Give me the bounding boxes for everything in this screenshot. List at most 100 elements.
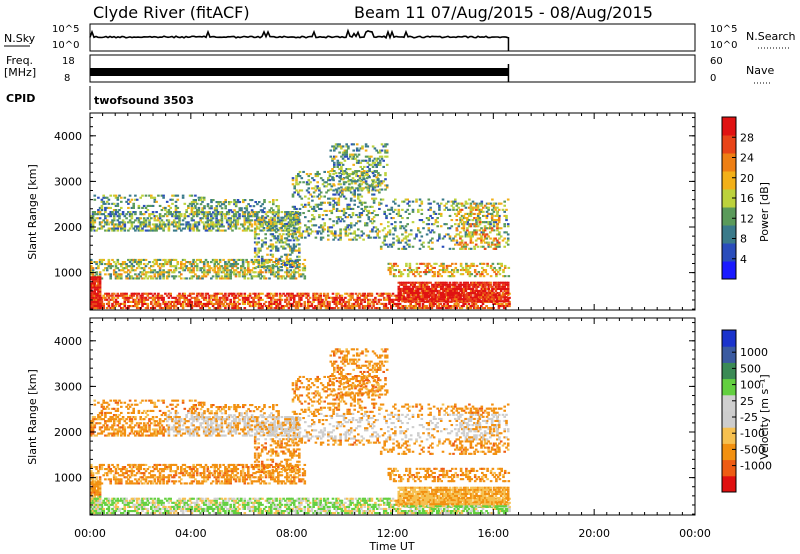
power-cell: [468, 266, 472, 269]
power-cell: [438, 212, 441, 215]
power-cell: [339, 189, 342, 192]
power-cell: [282, 219, 285, 222]
power-cell: [298, 232, 302, 235]
power-cell: [304, 236, 307, 239]
power-cell: [406, 273, 410, 276]
power-cell: [475, 289, 478, 292]
power-cell: [450, 225, 454, 228]
power-cell: [345, 149, 348, 152]
power-cell: [460, 245, 464, 248]
nsearch-label: N.Search: [746, 30, 796, 43]
power-cell: [91, 292, 95, 295]
power-cell: [462, 298, 466, 301]
power-cell: [498, 281, 501, 284]
power-cell: [109, 298, 112, 301]
nave-label: Nave: [746, 64, 774, 77]
power-cell: [437, 305, 441, 308]
power-cell: [232, 302, 236, 305]
power-cell: [257, 222, 260, 225]
power-cell: [425, 296, 429, 299]
power-cell: [153, 217, 157, 220]
power-cell: [285, 273, 289, 276]
power-cell: [259, 209, 263, 212]
power-cell: [112, 225, 116, 228]
power-cell: [231, 221, 234, 224]
power-cell: [285, 215, 289, 218]
power-cell: [467, 214, 471, 217]
power-cell: [181, 294, 185, 297]
power-cell: [243, 292, 247, 295]
power-cell: [446, 305, 449, 308]
power-cell: [257, 233, 260, 236]
power-cell: [332, 203, 335, 206]
power-cell: [247, 298, 250, 301]
power-cell: [387, 225, 390, 228]
power-cell: [361, 298, 365, 301]
power-cell: [505, 231, 508, 234]
power-cell: [438, 235, 441, 238]
power-cell: [497, 219, 501, 222]
power-cell: [232, 261, 236, 264]
power-cell: [319, 195, 323, 198]
power-cell: [280, 277, 284, 280]
power-cell: [210, 221, 213, 224]
power-cell: [498, 231, 501, 234]
power-cell: [220, 203, 224, 206]
power-cell: [464, 294, 468, 297]
power-cell: [404, 285, 408, 288]
power-cell: [363, 294, 367, 297]
power-cell: [401, 300, 404, 303]
power-cell: [245, 229, 248, 232]
power-cell: [487, 202, 490, 205]
power-cell: [183, 277, 187, 280]
power-cell: [105, 267, 109, 270]
power-cell: [455, 285, 459, 288]
power-cell: [217, 302, 220, 305]
power-cell: [439, 281, 443, 284]
power-cell: [217, 307, 220, 310]
power-cell: [111, 213, 114, 216]
power-cell: [231, 263, 234, 266]
power-cell: [425, 223, 429, 226]
power-cell: [150, 275, 153, 278]
power-cell: [352, 180, 355, 183]
power-cell: [448, 305, 451, 308]
power-cell: [204, 302, 208, 305]
power-cell: [201, 261, 204, 264]
power-cell: [270, 227, 273, 230]
power-cell: [260, 222, 264, 225]
power-cell: [153, 307, 157, 310]
power-cell: [502, 271, 505, 274]
power-cell: [176, 294, 180, 297]
power-cell: [344, 302, 347, 305]
power-cell: [97, 280, 100, 283]
power-cell: [100, 263, 104, 266]
power-cell: [367, 234, 371, 237]
power-cell: [454, 300, 457, 303]
power-cell: [171, 265, 174, 268]
power-cell: [461, 223, 464, 226]
power-cell: [225, 273, 229, 276]
power-cell: [490, 243, 494, 246]
power-cell: [481, 266, 484, 269]
power-cell: [427, 241, 431, 244]
power-cell: [139, 225, 142, 228]
power-cell: [132, 206, 135, 209]
power-cell: [367, 302, 370, 305]
nsky-panel: N.Sky 10^5 10^0 10^5 10^0 N.Search: [4, 23, 796, 52]
power-cell: [164, 302, 167, 305]
power-cell: [132, 300, 135, 303]
power-cell: [195, 258, 199, 261]
power-cell: [434, 289, 438, 292]
power-cell: [111, 219, 114, 222]
power-cell: [275, 237, 278, 240]
power-cell: [111, 258, 114, 261]
power-cell: [336, 145, 340, 148]
power-cell: [157, 292, 160, 295]
power-cell: [107, 294, 111, 297]
power-cell: [314, 298, 317, 301]
power-cell: [254, 219, 257, 222]
power-cell: [376, 232, 379, 235]
power-cell: [428, 269, 431, 272]
power-cell: [309, 220, 312, 223]
